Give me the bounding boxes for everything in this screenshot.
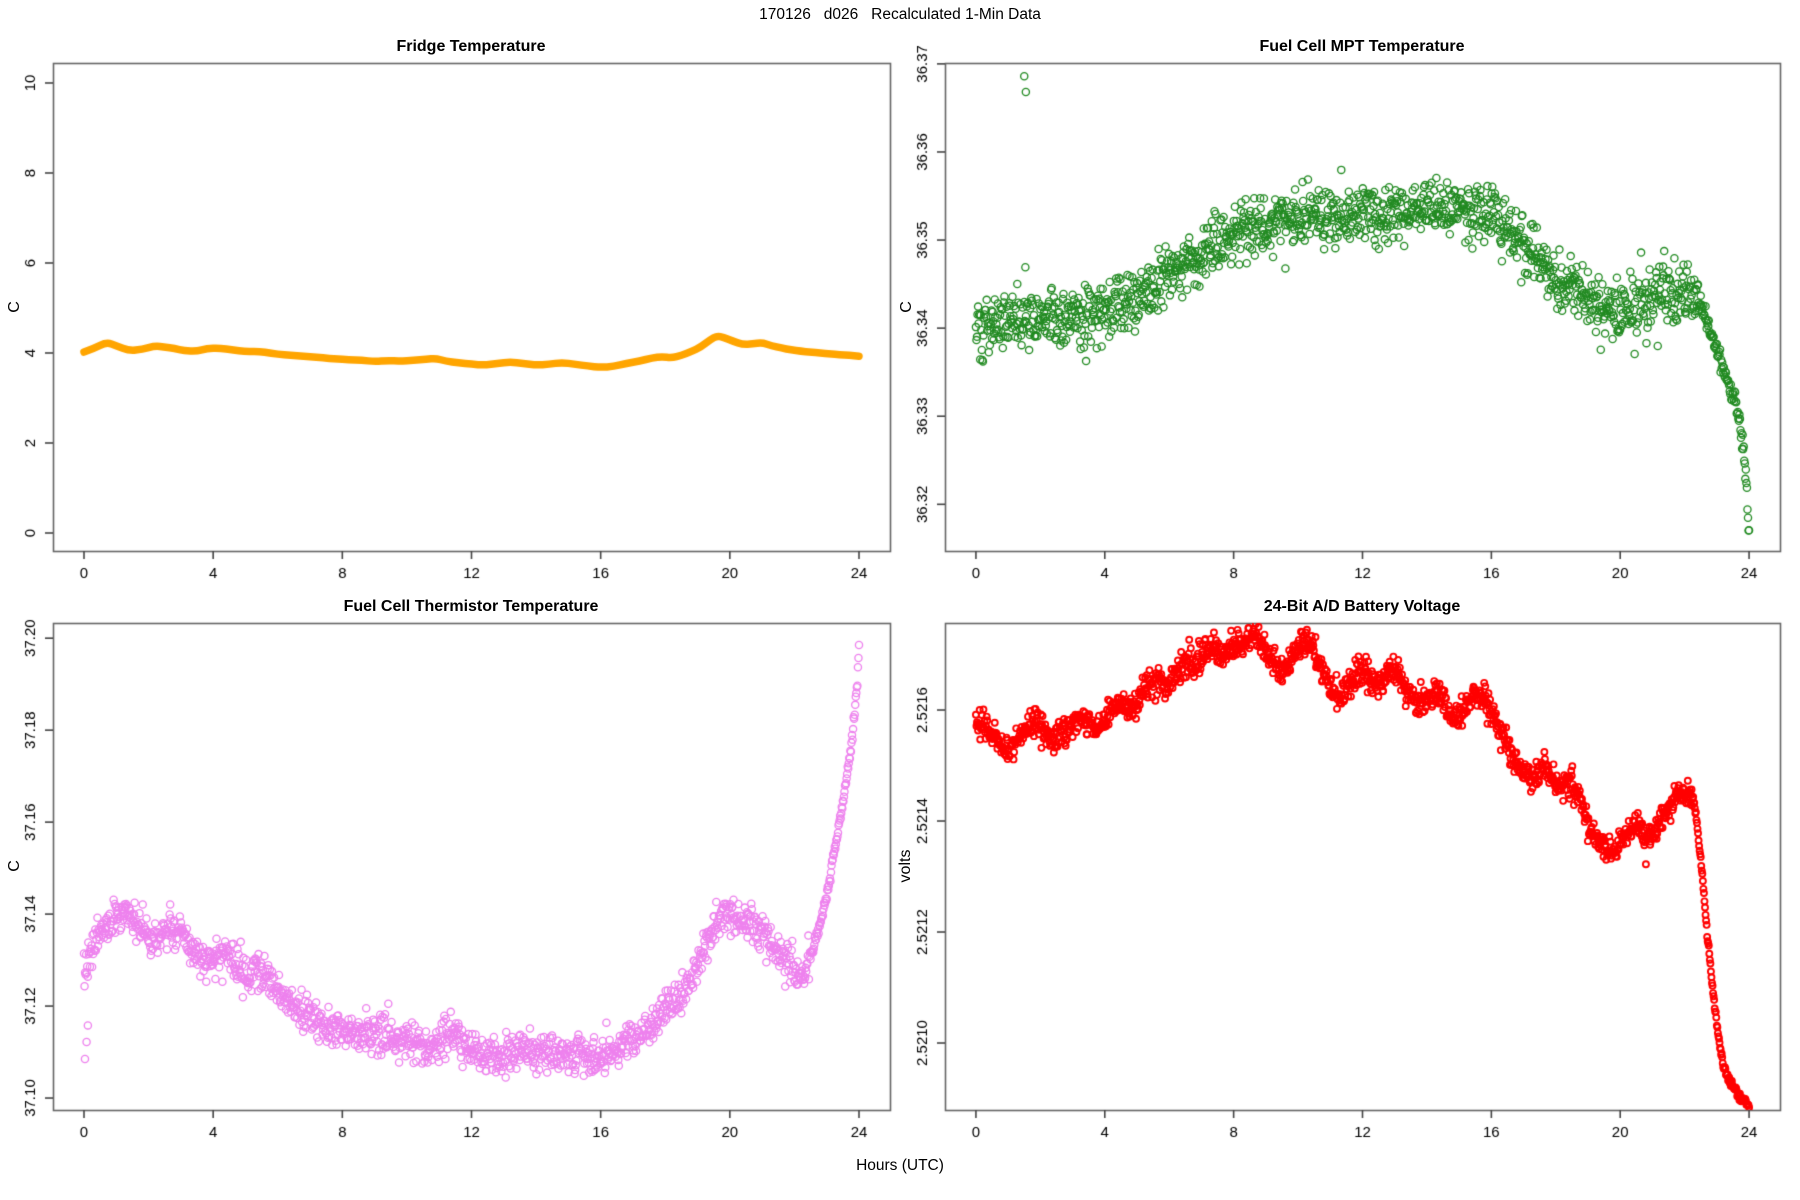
mpt-plot-title: Fuel Cell MPT Temperature — [1259, 38, 1465, 55]
figure-main-title: 170126 d026 Recalculated 1-Min Data — [759, 6, 1041, 23]
battery-plot-title: 24-Bit A/D Battery Voltage — [1263, 598, 1461, 615]
mpt-y-axis-label: C — [898, 301, 915, 313]
battery-y-axis-label: volts — [897, 849, 914, 883]
fridge-plot-title: Fridge Temperature — [396, 38, 546, 55]
fuel-cell-thermistor-plot — [53, 623, 890, 1110]
x-axis-label: Hours (UTC) — [856, 1157, 944, 1174]
fuel-cell-mpt-plot — [945, 63, 1780, 551]
battery-voltage-plot — [945, 623, 1780, 1110]
fridge-y-axis-label: C — [6, 301, 23, 313]
thermistor-plot-title: Fuel Cell Thermistor Temperature — [343, 598, 599, 615]
thermistor-y-axis-label: C — [6, 860, 23, 872]
fridge-temperature-plot — [53, 63, 890, 551]
